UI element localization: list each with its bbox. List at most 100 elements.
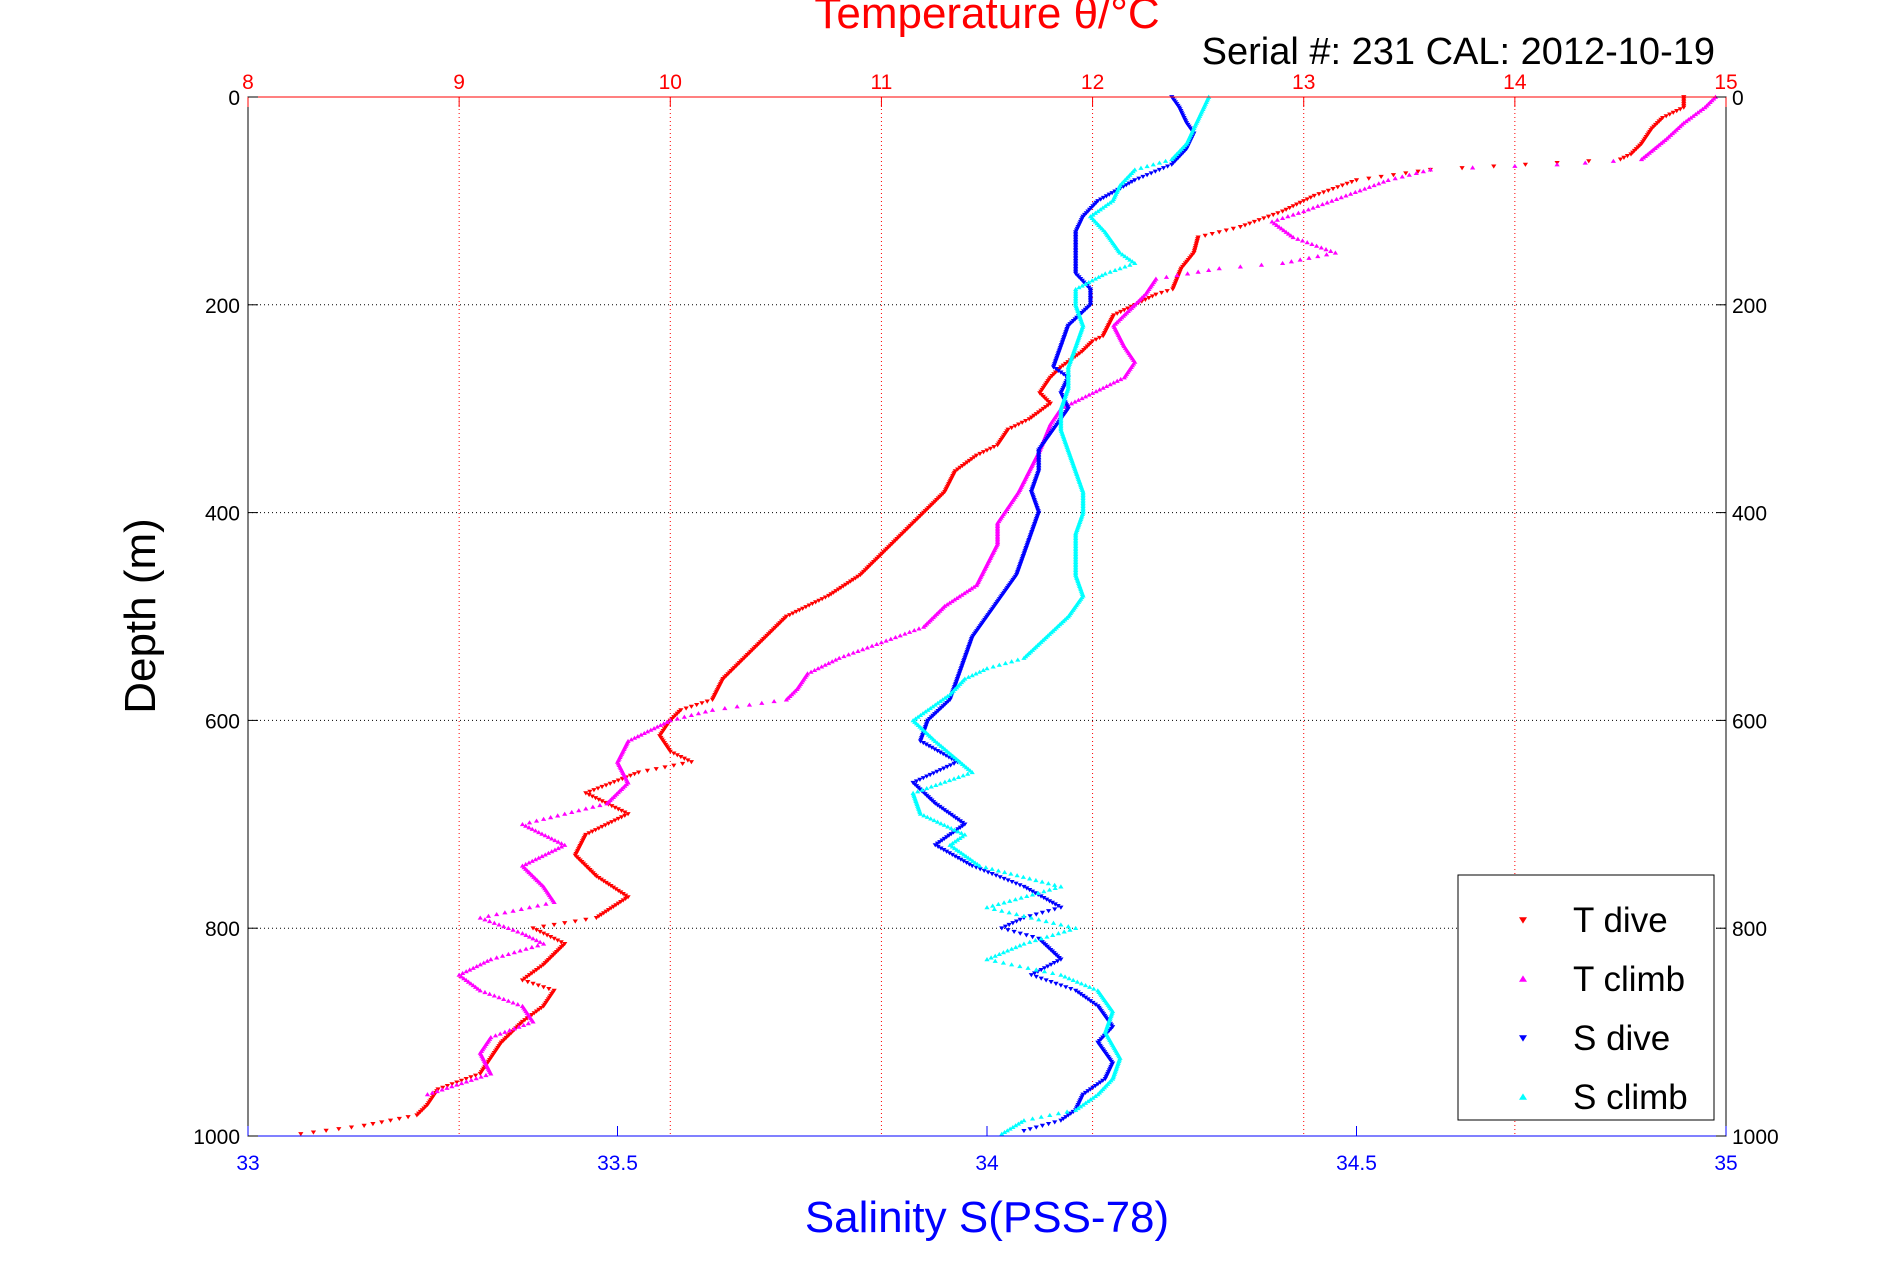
data-point <box>1089 278 1095 283</box>
data-point <box>370 1122 376 1127</box>
data-point <box>1024 886 1030 891</box>
data-point <box>992 958 998 963</box>
data-point <box>1216 266 1222 271</box>
data-point <box>959 834 965 839</box>
data-point <box>1035 890 1041 895</box>
data-point <box>1027 876 1033 881</box>
data-point <box>623 893 629 898</box>
data-point <box>946 778 953 783</box>
data-point <box>1126 181 1132 186</box>
data-point <box>1013 1123 1019 1128</box>
data-point <box>968 586 975 591</box>
data-point <box>916 626 922 631</box>
data-point <box>1100 334 1106 339</box>
data-point <box>541 924 547 929</box>
data-point <box>1097 387 1103 392</box>
data-point <box>1118 376 1124 382</box>
data-point <box>516 1024 522 1029</box>
right-axis-tick-label: 200 <box>1732 295 1767 318</box>
data-point <box>456 972 462 977</box>
data-point <box>1068 986 1074 992</box>
data-point <box>1274 222 1280 227</box>
data-point <box>618 890 624 895</box>
x-axis-label: Salinity S(PSS-78) <box>805 1193 1169 1242</box>
data-point <box>937 781 943 786</box>
data-point <box>1162 158 1169 163</box>
data-point <box>1110 198 1116 203</box>
data-point <box>444 1085 450 1090</box>
data-point <box>811 667 818 673</box>
data-point <box>1033 974 1039 980</box>
data-point <box>1015 657 1021 662</box>
data-point <box>1058 1118 1064 1123</box>
data-point <box>1150 162 1156 167</box>
data-point <box>1097 207 1103 212</box>
data-point <box>519 978 526 983</box>
data-point <box>1060 1116 1066 1122</box>
data-point <box>1366 184 1373 189</box>
data-point <box>468 1077 474 1082</box>
data-point <box>1283 207 1289 212</box>
data-point <box>902 631 908 636</box>
data-point <box>635 734 641 739</box>
data-point <box>1288 259 1294 264</box>
data-point <box>843 582 849 587</box>
data-point <box>704 699 710 704</box>
data-point <box>636 770 642 775</box>
data-point <box>995 868 1001 873</box>
data-point <box>536 855 542 860</box>
data-point <box>618 900 624 905</box>
data-point <box>598 912 604 917</box>
data-point <box>963 860 970 866</box>
data-point <box>618 808 625 814</box>
legend-marker <box>1519 1093 1527 1100</box>
data-point <box>625 895 631 900</box>
data-point <box>1099 273 1105 278</box>
data-point <box>1663 114 1669 119</box>
right-axis-tick-label: 800 <box>1732 918 1767 941</box>
data-point <box>1074 979 1080 984</box>
data-point <box>1105 202 1111 207</box>
data-point <box>1129 179 1135 185</box>
data-point <box>1090 1000 1096 1006</box>
data-point <box>461 976 467 981</box>
series-s-climb <box>910 94 1212 1136</box>
data-point <box>1304 197 1310 202</box>
data-point <box>1338 195 1344 200</box>
data-point <box>941 766 947 771</box>
data-point <box>961 590 967 596</box>
data-point <box>1362 186 1368 191</box>
data-point <box>1308 195 1314 200</box>
data-point <box>523 932 529 937</box>
data-point <box>501 924 507 929</box>
data-point <box>925 707 931 712</box>
data-point <box>857 573 863 578</box>
data-point <box>1045 909 1052 914</box>
data-point <box>1050 970 1056 976</box>
data-point <box>1090 212 1096 217</box>
data-point <box>1002 869 1008 875</box>
data-point <box>1089 390 1096 395</box>
data-point <box>1028 915 1034 920</box>
data-point <box>1002 924 1009 929</box>
data-point <box>648 727 654 732</box>
data-point <box>1075 1105 1081 1111</box>
data-point <box>1085 1089 1091 1094</box>
left-axis-tick-label: 0 <box>228 87 240 110</box>
data-point <box>1265 214 1272 219</box>
data-point <box>1041 969 1048 974</box>
data-point <box>1280 260 1286 266</box>
data-point <box>860 647 866 652</box>
data-point <box>989 872 995 877</box>
data-point <box>974 861 980 867</box>
data-point <box>973 865 979 870</box>
data-point <box>1146 296 1152 301</box>
data-point <box>1097 1080 1103 1085</box>
left-axis-tick-label: 200 <box>205 295 240 318</box>
data-point <box>1690 113 1696 118</box>
data-point <box>688 704 694 709</box>
data-point <box>523 946 529 951</box>
data-point <box>1061 929 1067 934</box>
data-point <box>1294 202 1300 207</box>
data-point <box>1093 389 1099 394</box>
